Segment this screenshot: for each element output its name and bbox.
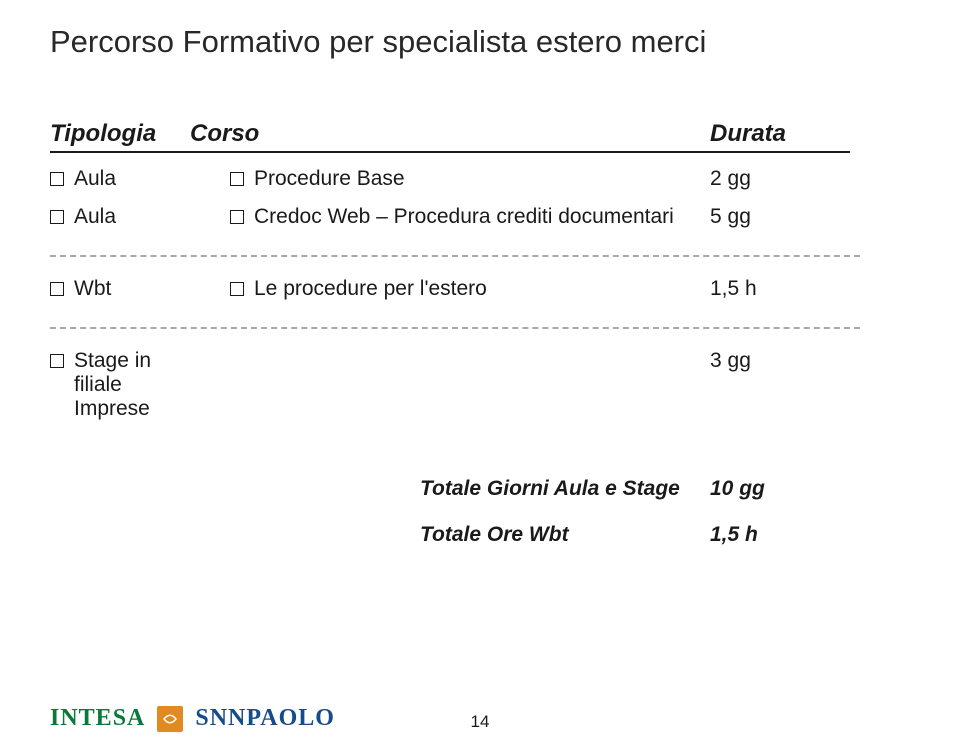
cell-tipologia-text: Aula (74, 167, 116, 191)
logo-mark-icon (157, 706, 183, 732)
table-row: Aula Credoc Web – Procedura crediti docu… (50, 191, 890, 229)
total-label: Totale Ore Wbt (50, 523, 710, 547)
table-row: Stage in filiale Imprese 3 gg (50, 335, 890, 421)
header-tipologia-label: Tipologia (50, 120, 156, 147)
cell-corso: Credoc Web – Procedura crediti documenta… (190, 205, 710, 229)
total-row: Totale Ore Wbt 1,5 h (50, 501, 890, 547)
bullet-icon (50, 354, 64, 368)
bullet-icon (230, 172, 244, 186)
cell-tipologia: Wbt (50, 277, 190, 301)
training-table: Tipologia Corso Durata Aula Procedure Ba… (50, 120, 890, 547)
bullet-icon (230, 282, 244, 296)
logo-intesa-text: INTESA (50, 705, 145, 732)
bullet-icon (50, 172, 64, 186)
page-title: Percorso Formativo per specialista ester… (50, 24, 890, 60)
cell-corso-text: Le procedure per l'estero (254, 277, 487, 301)
header-corso: Corso (190, 120, 710, 153)
table-row: Aula Procedure Base 2 gg (50, 153, 890, 191)
total-row: Totale Giorni Aula e Stage 10 gg (50, 467, 890, 501)
slide-page: Percorso Formativo per specialista ester… (0, 0, 960, 750)
brand-logo: INTESA SNNPAOLO (50, 705, 335, 732)
cell-tipologia-text: Stage in filiale Imprese (74, 349, 190, 421)
section-separator (50, 255, 860, 257)
bullet-icon (230, 210, 244, 224)
cell-durata: 2 gg (710, 167, 850, 191)
bullet-icon (50, 282, 64, 296)
cell-durata: 1,5 h (710, 277, 850, 301)
logo-sanpaolo-text: SNNPAOLO (195, 705, 335, 732)
cell-tipologia: Stage in filiale Imprese (50, 349, 190, 421)
total-value: 1,5 h (710, 523, 850, 547)
cell-durata: 5 gg (710, 205, 850, 229)
table-row: Wbt Le procedure per l'estero 1,5 h (50, 263, 890, 301)
cell-corso: Le procedure per l'estero (190, 277, 710, 301)
cell-tipologia: Aula (50, 167, 190, 191)
cell-tipologia-text: Aula (74, 205, 116, 229)
header-durata-label: Durata (710, 120, 786, 147)
total-label: Totale Giorni Aula e Stage (50, 477, 710, 501)
cell-durata: 3 gg (710, 349, 850, 373)
cell-tipologia: Aula (50, 205, 190, 229)
section-separator (50, 327, 860, 329)
header-tipologia: Tipologia (50, 120, 190, 153)
table-header-row: Tipologia Corso Durata (50, 120, 890, 153)
footer: INTESA SNNPAOLO (50, 705, 890, 732)
cell-corso: Procedure Base (190, 167, 710, 191)
header-corso-label: Corso (190, 120, 259, 147)
bullet-icon (50, 210, 64, 224)
cell-corso-text: Credoc Web – Procedura crediti documenta… (254, 205, 674, 229)
header-durata: Durata (710, 120, 850, 153)
cell-tipologia-text: Wbt (74, 277, 111, 301)
totals-block: Totale Giorni Aula e Stage 10 gg Totale … (50, 467, 890, 547)
total-value: 10 gg (710, 477, 850, 501)
cell-corso-text: Procedure Base (254, 167, 405, 191)
